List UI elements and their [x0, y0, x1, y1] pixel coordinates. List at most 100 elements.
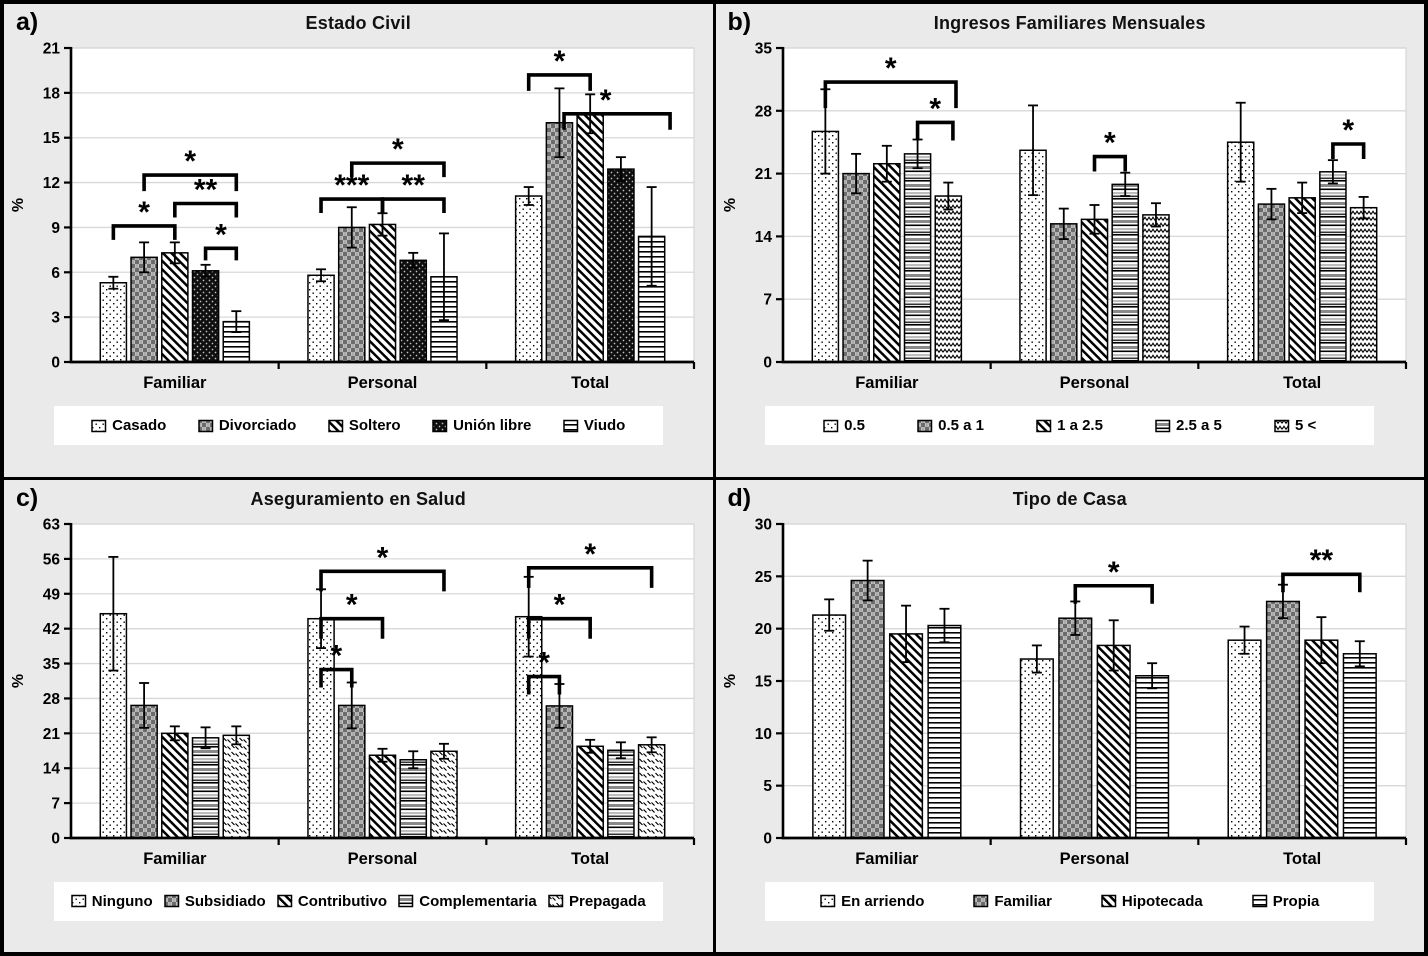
- legend-label: Subsidiado: [184, 892, 266, 910]
- legend-item-prepagada: Prepagada: [548, 893, 646, 910]
- bar: [161, 252, 189, 363]
- category-label: Familiar: [855, 374, 919, 392]
- series-propia: [927, 607, 1377, 839]
- bar: [888, 632, 923, 839]
- series-0-5-a-1: [842, 152, 1285, 363]
- legend-swatch-icon: [823, 419, 839, 432]
- y-tick-label: 21: [43, 725, 61, 742]
- category-label: Total: [571, 374, 609, 392]
- legend-label: Unión libre: [453, 417, 532, 434]
- y-axis-label: %: [10, 198, 27, 212]
- bar: [850, 579, 885, 839]
- sig-bracket: [319, 569, 447, 591]
- legend-swatch-icon: [1251, 894, 1267, 908]
- bar: [1227, 638, 1262, 839]
- y-tick-label: 21: [43, 41, 61, 58]
- legend-swatch-icon: [91, 419, 107, 432]
- bar: [934, 195, 962, 363]
- legend-label: Familiar: [994, 892, 1052, 910]
- bar: [576, 745, 605, 839]
- y-axis-label: %: [722, 673, 739, 687]
- category-label: Familiar: [143, 850, 207, 868]
- category-label: Total: [571, 850, 609, 868]
- bar: [638, 743, 666, 839]
- series-soltero: [161, 93, 605, 363]
- y-tick-label: 7: [763, 292, 772, 309]
- legend-item-en-arriendo: En arriendo: [820, 893, 924, 910]
- legend-label: 1 a 2.5: [1057, 417, 1103, 434]
- sig-label: *: [538, 646, 550, 679]
- bar: [1318, 171, 1347, 363]
- legend-item-casado: Casado: [91, 417, 166, 434]
- series-viudo: [222, 186, 666, 363]
- legend-swatch-icon: [548, 894, 564, 908]
- series-contributivo: [161, 724, 605, 839]
- legend-ingresos: 0.5 0.5 a 1 1 a 2.5 2.5 a 5 5 <: [765, 406, 1375, 445]
- sig-label: *: [139, 196, 151, 229]
- sig-bracket: [204, 246, 239, 261]
- legend-label: Prepagada: [568, 892, 646, 910]
- sig-bracket: [1280, 571, 1362, 592]
- bar: [368, 754, 397, 839]
- bar: [161, 732, 189, 839]
- legend-item-1-a-2-5: 1 a 2.5: [1036, 417, 1103, 434]
- legend-swatch-icon: [398, 894, 414, 908]
- panel-title-a: Estado Civil: [305, 13, 411, 33]
- panel-title-d: Tipo de Casa: [1012, 488, 1127, 509]
- bar: [399, 758, 428, 839]
- sig-label: *: [585, 537, 597, 570]
- legend-swatch-icon: [563, 419, 579, 432]
- panel-title-c: Aseguramiento en Salud: [250, 488, 466, 509]
- sig-bracket: [1073, 583, 1154, 604]
- category-label: Personal: [1059, 374, 1129, 392]
- bar: [368, 223, 397, 363]
- category-label: Personal: [348, 850, 418, 868]
- axes: 0 5 10 15 20 25 30% Familiar Personal Total: [722, 516, 1407, 868]
- y-tick-label: 49: [43, 586, 61, 603]
- plot-ingresos: 0 7 14 21 28 35% Familiar Personal Total * * * *: [722, 41, 1407, 392]
- sig-label: *: [1108, 555, 1120, 588]
- sig-label: *: [929, 92, 941, 125]
- series-hipotecada: [888, 604, 1339, 839]
- series-complementaria: [192, 725, 635, 839]
- legend-item-2-5-a-5: 2.5 a 5: [1155, 417, 1222, 434]
- y-tick-label: 35: [43, 656, 61, 673]
- sig-bracket: [527, 616, 593, 639]
- legend-item-0-5: 0.5: [823, 417, 865, 434]
- y-tick-label: 14: [43, 760, 61, 777]
- y-axis-label: %: [722, 198, 739, 212]
- sig-bracket: [319, 616, 385, 639]
- panel-letter-b: b): [727, 8, 752, 36]
- y-tick-label: 12: [43, 175, 60, 192]
- y-tick-label: 18: [43, 85, 61, 102]
- bar: [1304, 638, 1339, 839]
- bar: [399, 259, 428, 363]
- legend-item-ninguno: Ninguno: [71, 893, 153, 910]
- legend-item-5-: 5 <: [1274, 417, 1316, 434]
- legend-item-soltero: Soltero: [328, 417, 401, 434]
- y-tick-label: 30: [755, 516, 772, 533]
- legend-label: Propia: [1272, 892, 1320, 910]
- bar: [903, 153, 932, 363]
- bar: [1096, 644, 1131, 839]
- bar: [1342, 652, 1377, 839]
- bar: [842, 172, 870, 363]
- category-label: Total: [1283, 374, 1321, 392]
- legend-swatch-icon: [1274, 419, 1290, 432]
- bar: [222, 734, 251, 839]
- series-en-arriendo: [811, 597, 1262, 839]
- y-tick-label: 21: [755, 166, 773, 183]
- sig-bracket: [562, 111, 673, 130]
- category-label: Familiar: [143, 374, 207, 392]
- sig-bracket: [1330, 142, 1366, 159]
- bar: [545, 122, 574, 363]
- legend-swatch-icon: [277, 894, 293, 908]
- y-tick-label: 10: [755, 725, 772, 742]
- sig-label: *: [554, 588, 566, 621]
- y-tick-label: 28: [43, 690, 61, 707]
- y-tick-label: 25: [755, 568, 773, 585]
- bar: [607, 749, 635, 839]
- bar: [1257, 203, 1285, 363]
- bar: [811, 613, 847, 839]
